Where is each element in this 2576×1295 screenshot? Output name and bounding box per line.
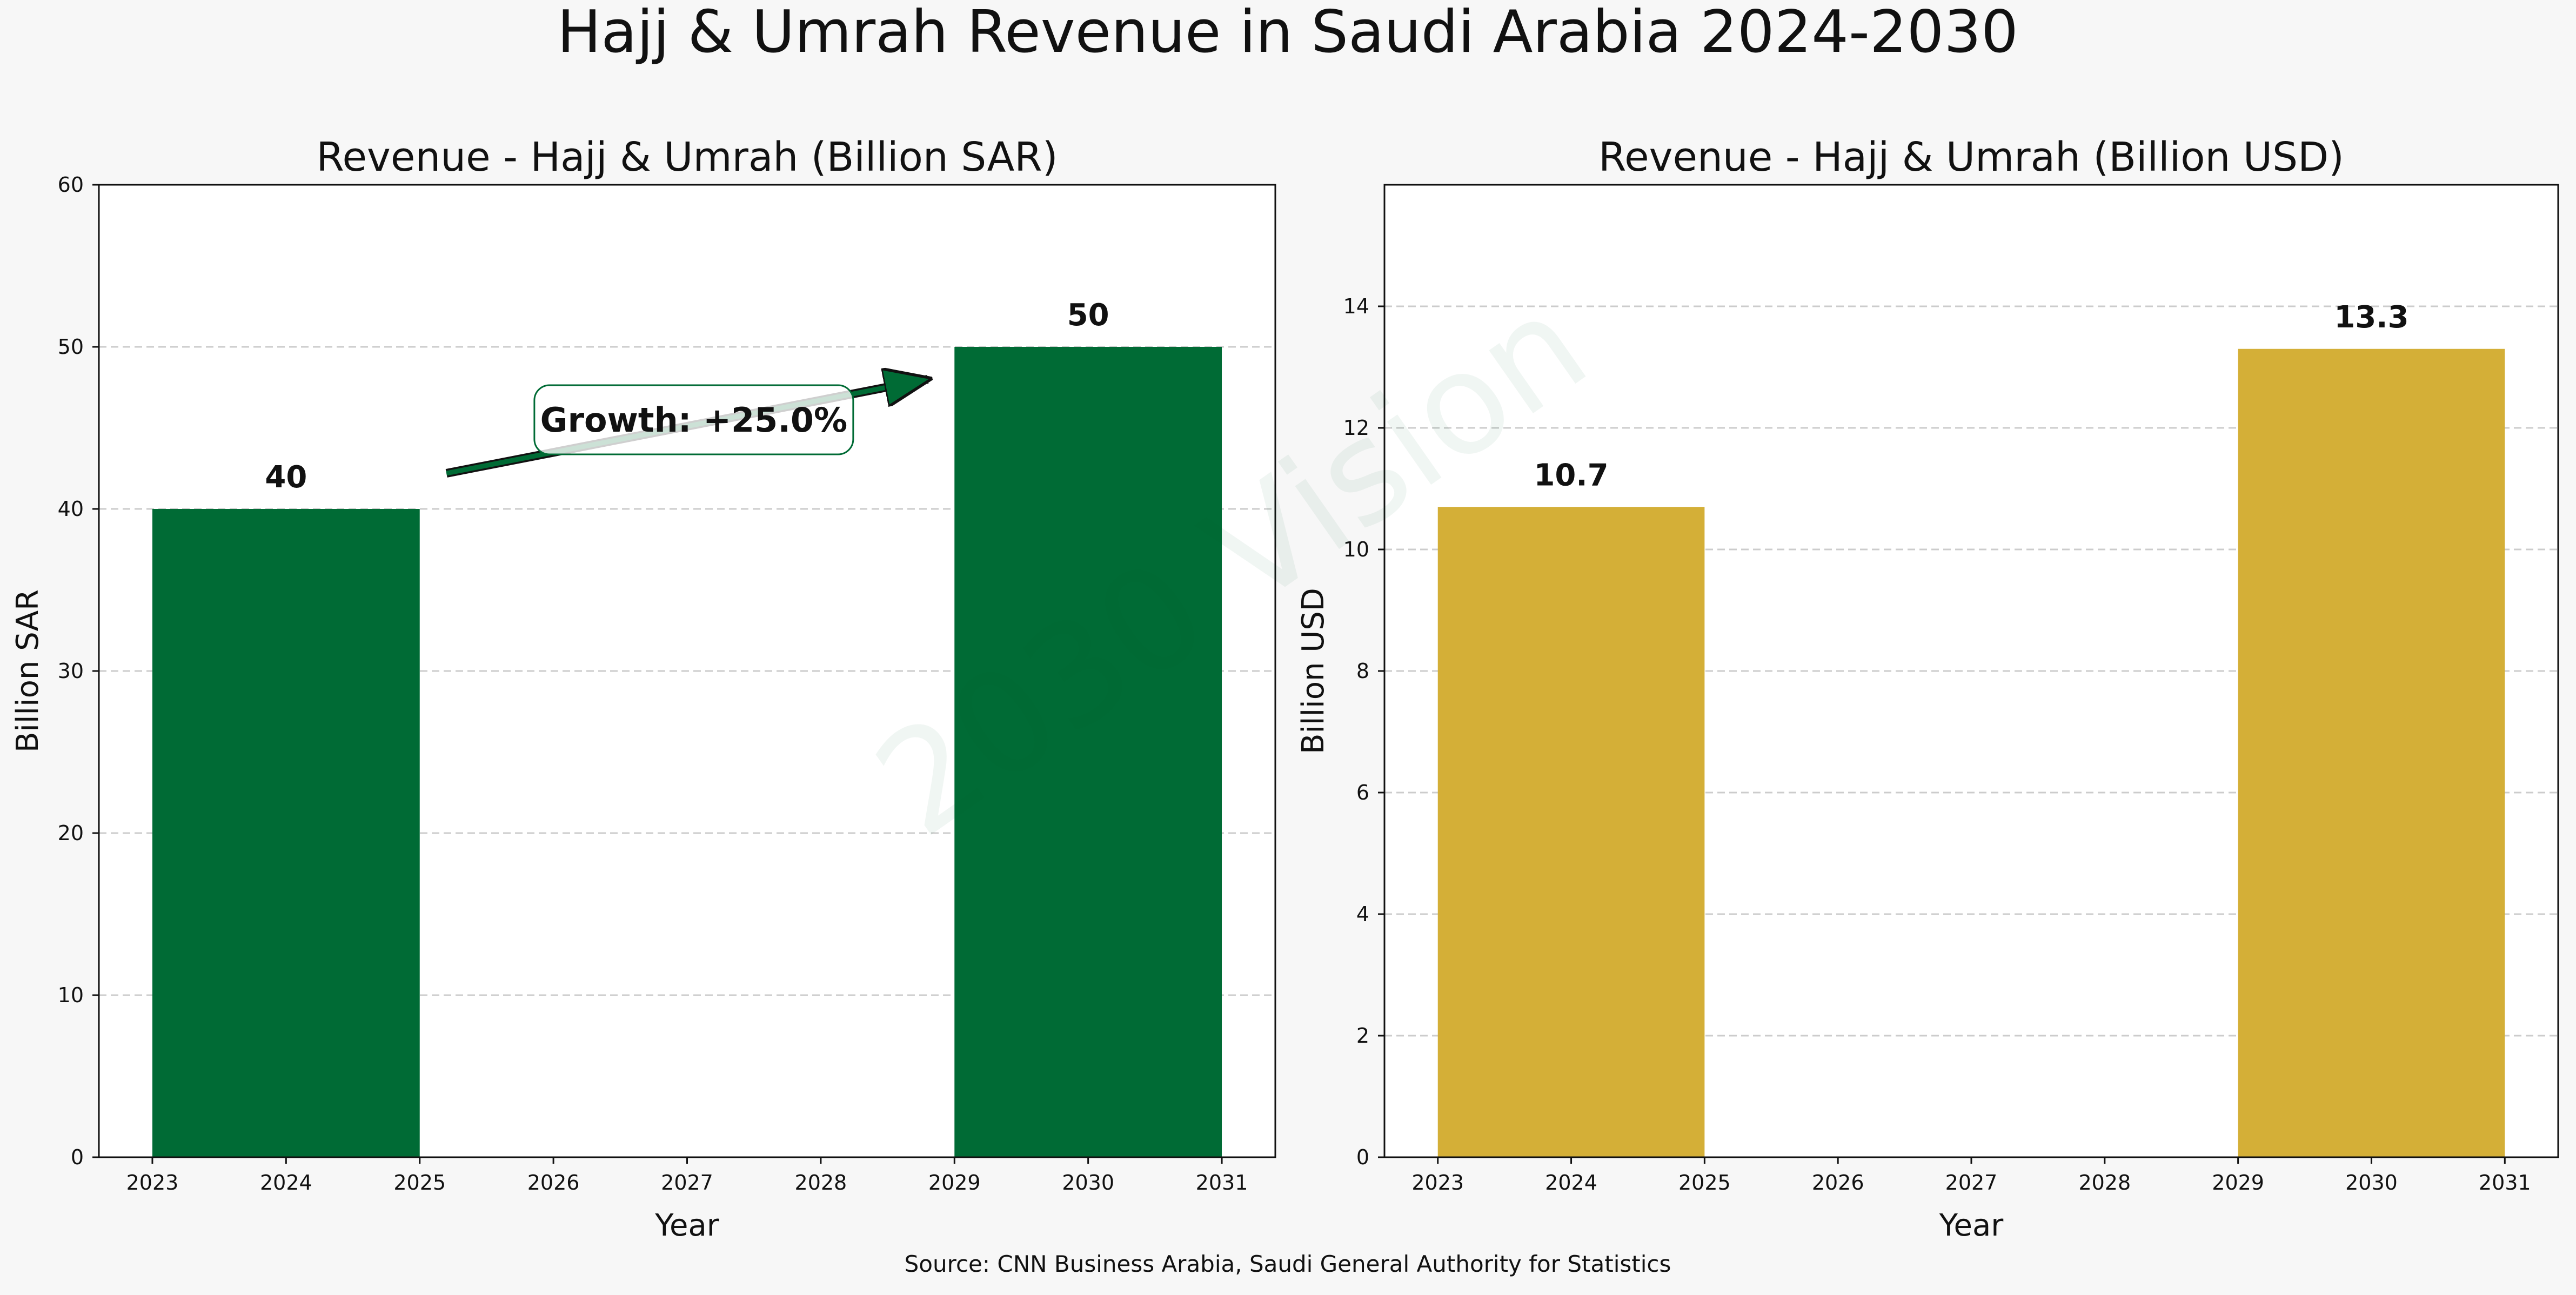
y-tick-label: 4 (1356, 902, 1369, 926)
y-tick-label: 8 (1356, 659, 1369, 683)
panel-title: Revenue - Hajj & Umrah (Billion SAR) (316, 134, 1058, 180)
y-axis-label: Billion USD (1296, 588, 1331, 754)
y-tick-label: 14 (1343, 294, 1369, 318)
bar-2024 (152, 509, 420, 1157)
x-tick-label: 2023 (126, 1171, 179, 1195)
data-label-2024: 10.7 (1534, 458, 1608, 493)
y-tick-label: 12 (1343, 416, 1369, 440)
y-axis-label: Billion SAR (10, 589, 45, 753)
x-tick-label: 2029 (2212, 1171, 2264, 1195)
y-tick-label: 6 (1356, 781, 1369, 804)
x-tick-label: 2024 (260, 1171, 312, 1195)
y-tick-label: 60 (58, 173, 84, 197)
growth-annotation-text: Growth: +25.0% (540, 400, 848, 440)
x-tick-label: 2027 (661, 1171, 713, 1195)
x-tick-label: 2031 (1196, 1171, 1248, 1195)
y-tick-label: 0 (71, 1145, 84, 1169)
x-tick-label: 2024 (1545, 1171, 1597, 1195)
x-tick-label: 2028 (2078, 1171, 2131, 1195)
x-axis-label: Year (654, 1208, 720, 1243)
x-tick-label: 2023 (1411, 1171, 1464, 1195)
y-tick-label: 0 (1356, 1145, 1369, 1169)
bar-2024 (1437, 507, 1705, 1157)
data-label-2024: 40 (265, 460, 307, 495)
x-tick-label: 2026 (527, 1171, 580, 1195)
growth-annotation-box (533, 384, 854, 455)
figure-title: Hajj & Umrah Revenue in Saudi Arabia 202… (557, 0, 2018, 66)
x-tick-label: 2030 (2345, 1171, 2398, 1195)
chart-panel-2: 10.7 13.3 0 2 4 6 8 10 12 14 2023 2024 2025 2026 2027 2… (1296, 134, 2559, 1243)
bar-2030 (2238, 348, 2505, 1157)
panel-title: Revenue - Hajj & Umrah (Billion USD) (1598, 134, 2344, 180)
x-tick-label: 2031 (2479, 1171, 2531, 1195)
y-tick-label: 30 (58, 659, 84, 683)
y-tick-label: 10 (58, 983, 84, 1007)
y-tick-label: 10 (1343, 538, 1369, 561)
bar-2030 (954, 347, 1222, 1157)
data-label-2030: 50 (1067, 298, 1109, 333)
data-label-2030: 13.3 (2334, 300, 2408, 335)
x-tick-label: 2025 (1678, 1171, 1731, 1195)
x-tick-label: 2028 (795, 1171, 847, 1195)
y-tick-label: 2 (1356, 1024, 1369, 1048)
x-axis-label: Year (1939, 1208, 2004, 1243)
y-tick-label: 50 (58, 335, 84, 359)
source-note: Source: CNN Business Arabia, Saudi Gener… (905, 1251, 1671, 1277)
x-tick-label: 2027 (1945, 1171, 1998, 1195)
x-tick-label: 2030 (1062, 1171, 1114, 1195)
x-tick-label: 2025 (393, 1171, 446, 1195)
x-tick-label: 2026 (1812, 1171, 1864, 1195)
y-tick-label: 40 (58, 497, 84, 521)
x-tick-label: 2029 (928, 1171, 981, 1195)
y-tick-label: 20 (58, 821, 84, 845)
